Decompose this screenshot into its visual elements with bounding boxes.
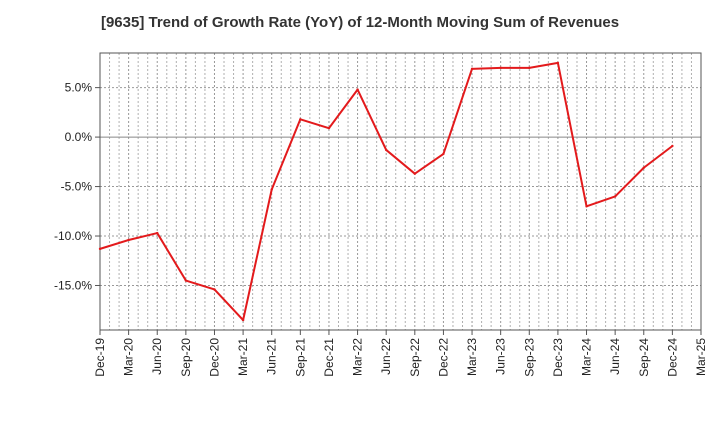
- data-point: [127, 238, 130, 242]
- x-tick-label: Sep-23: [522, 338, 536, 377]
- data-point: [442, 152, 445, 156]
- axes: [95, 52, 702, 335]
- x-tick-label: Jun-22: [379, 338, 393, 375]
- x-tick-label: Dec-21: [322, 338, 336, 377]
- data-point: [299, 118, 302, 121]
- x-tick-label: Sep-20: [179, 338, 193, 377]
- series-layer: [98, 61, 674, 322]
- x-tick-label: Jun-23: [494, 338, 508, 375]
- data-point: [413, 172, 417, 175]
- data-point: [556, 61, 560, 65]
- grid: [100, 53, 701, 330]
- y-tick-label: 0.0%: [65, 130, 93, 144]
- x-tick-label: Mar-25: [694, 338, 708, 376]
- data-point: [642, 166, 645, 169]
- x-tick-label: Mar-24: [580, 338, 594, 376]
- x-tick-label: Dec-19: [93, 338, 107, 377]
- x-tick-label: Jun-24: [608, 338, 622, 375]
- x-tick-label: Mar-21: [236, 338, 250, 376]
- plot-frame: [99, 52, 702, 331]
- y-tick-label: -15.0%: [54, 278, 92, 292]
- x-tick-label: Mar-23: [465, 338, 479, 376]
- x-tick-label: Sep-24: [637, 338, 651, 377]
- data-point: [241, 318, 245, 322]
- x-tick-label: Jun-20: [150, 338, 164, 375]
- data-point: [156, 231, 159, 235]
- data-point: [327, 126, 331, 130]
- data-point: [213, 288, 216, 291]
- y-tick-label: -10.0%: [54, 229, 92, 243]
- y-tick-label: 5.0%: [65, 81, 93, 95]
- data-point: [499, 66, 502, 70]
- x-tick-label: Dec-24: [665, 338, 679, 377]
- x-tick-label: Mar-20: [122, 338, 136, 376]
- x-tick-label: Mar-22: [351, 338, 365, 376]
- data-point: [356, 88, 359, 91]
- data-point: [384, 148, 388, 152]
- x-tick-label: Dec-22: [436, 338, 450, 377]
- chart-title: [9635] Trend of Growth Rate (YoY) of 12-…: [100, 14, 620, 31]
- data-point: [98, 247, 102, 251]
- data-point: [270, 188, 273, 191]
- data-point: [585, 205, 588, 208]
- data-point: [470, 67, 474, 71]
- data-point: [613, 195, 617, 198]
- y-tick-label: -5.0%: [61, 180, 93, 194]
- data-point: [184, 279, 188, 282]
- data-point: [528, 66, 531, 70]
- data-point: [671, 144, 674, 148]
- tick-labels: 5.0% 0.0% -5.0% -10.0% -15.0% Dec-19 Mar-20 Jun…: [54, 81, 708, 377]
- x-tick-label: Sep-21: [293, 338, 307, 377]
- x-tick-label: Dec-20: [207, 338, 221, 377]
- x-tick-label: Dec-23: [551, 338, 565, 377]
- x-tick-label: Jun-21: [265, 338, 279, 375]
- x-tick-label: Sep-22: [408, 338, 422, 377]
